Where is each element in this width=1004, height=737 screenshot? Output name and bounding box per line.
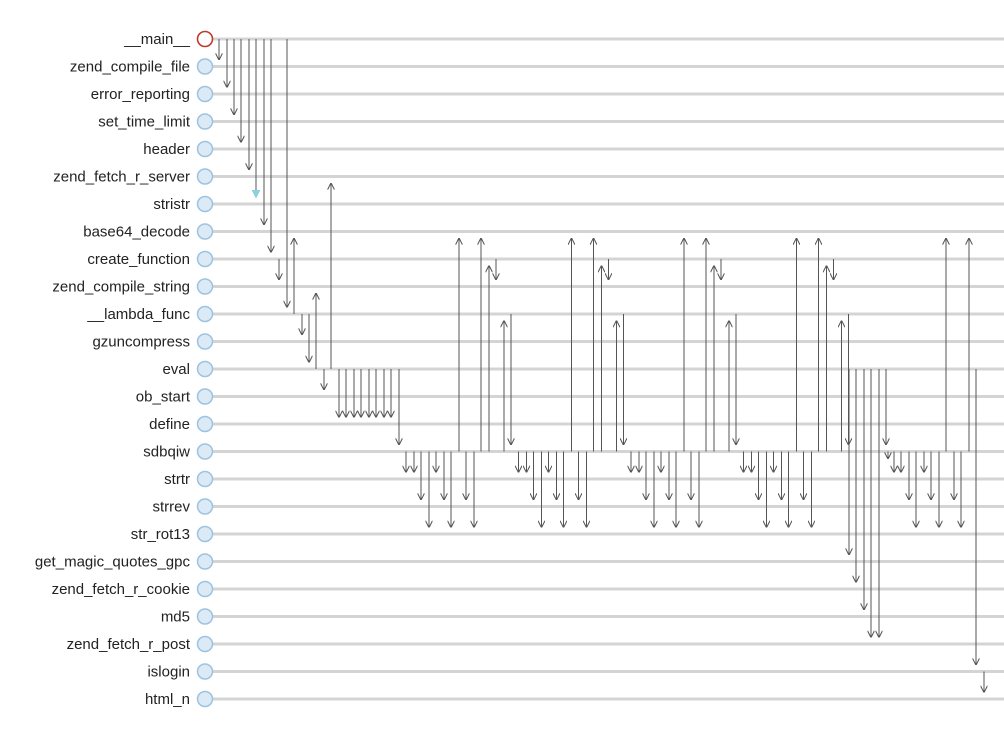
node-strrev[interactable]: [196, 498, 214, 515]
function-label: md5: [161, 609, 190, 626]
node-sdbqiw[interactable]: [196, 443, 214, 460]
function-label: zend_fetch_r_cookie: [52, 581, 190, 598]
node-base64-decode[interactable]: [196, 223, 214, 240]
function-label: zend_compile_string: [52, 279, 190, 296]
function-label: zend_fetch_r_server: [53, 169, 190, 186]
node-zend-compile-file[interactable]: [196, 58, 214, 75]
node-zend-fetch-r-cookie[interactable]: [196, 580, 214, 598]
nodes-layer: [196, 30, 214, 708]
function-label: __main__: [123, 31, 191, 48]
function-label: define: [149, 416, 190, 433]
node-md5[interactable]: [196, 608, 214, 625]
node-gzuncompress[interactable]: [196, 333, 214, 350]
function-label: create_function: [87, 251, 190, 268]
node-stristr[interactable]: [196, 195, 214, 213]
node-ob-start[interactable]: [196, 388, 214, 405]
function-label: strrev: [153, 499, 191, 516]
node-set-time-limit[interactable]: [196, 113, 214, 130]
node-str-rot13[interactable]: [196, 525, 214, 543]
function-label: str_rot13: [131, 526, 190, 543]
node-define[interactable]: [196, 415, 214, 433]
function-label: get_magic_quotes_gpc: [35, 554, 191, 571]
function-label: __lambda_func: [86, 306, 190, 323]
node-get-magic-quotes-gpc[interactable]: [196, 553, 214, 570]
node-strtr[interactable]: [196, 470, 214, 488]
node-islogin[interactable]: [196, 663, 214, 680]
node-lambda-func[interactable]: [196, 305, 214, 323]
lanes-layer: [205, 37, 1004, 701]
function-label: error_reporting: [91, 86, 190, 103]
node-zend-fetch-r-server[interactable]: [196, 168, 214, 185]
function-label: set_time_limit: [98, 114, 191, 131]
function-label: zend_fetch_r_post: [67, 636, 191, 653]
function-label: strtr: [164, 471, 190, 488]
node-main[interactable]: [196, 30, 214, 48]
node-eval[interactable]: [196, 360, 214, 378]
function-label: ob_start: [136, 389, 191, 406]
function-label: html_n: [145, 691, 190, 708]
function-label: stristr: [153, 196, 190, 213]
node-zend-fetch-r-post[interactable]: [196, 635, 214, 653]
calls-layer: [219, 39, 984, 692]
node-zend-compile-string[interactable]: [196, 278, 214, 295]
function-label: islogin: [147, 664, 190, 681]
function-label: header: [143, 141, 190, 158]
function-label: base64_decode: [83, 224, 190, 241]
node-header[interactable]: [196, 140, 214, 158]
node-create-function[interactable]: [196, 250, 214, 268]
function-label: sdbqiw: [143, 444, 190, 461]
labels-layer: __main__ zend_compile_file error_reporting…: [35, 31, 191, 708]
function-label: gzuncompress: [92, 334, 190, 351]
node-error-reporting[interactable]: [196, 85, 214, 103]
function-label: eval: [162, 361, 190, 378]
node-html-n[interactable]: [196, 690, 214, 708]
function-label: zend_compile_file: [70, 59, 190, 76]
